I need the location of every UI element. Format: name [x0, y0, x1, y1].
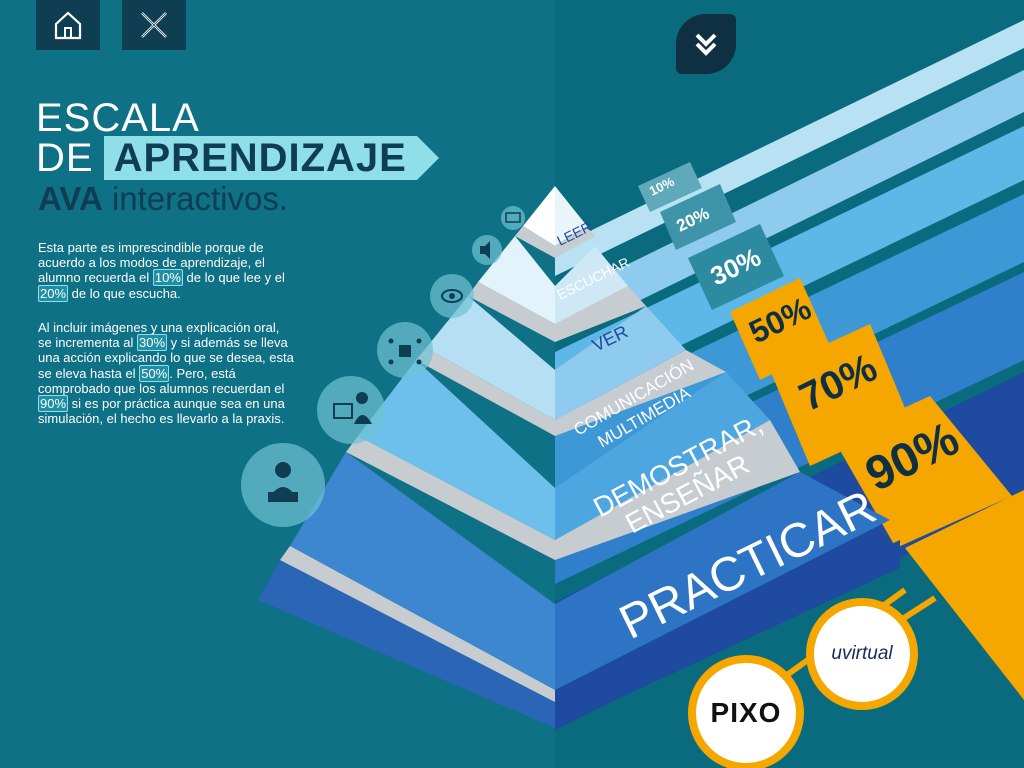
p2-highlight-50: 50%: [139, 364, 170, 382]
level-practicar-right: [555, 540, 900, 728]
book-icon: [505, 212, 521, 223]
tab-20: [660, 184, 736, 250]
p1-highlight-10: 10%: [152, 269, 183, 287]
level-escuchar-right: [555, 246, 628, 324]
double-chevron-down-icon: [695, 33, 717, 56]
pixo-logo[interactable]: PIXO: [688, 655, 804, 768]
tab-10: [638, 162, 702, 212]
network-icon: [399, 345, 411, 357]
title-line-3: AVA interactivos.: [38, 180, 288, 218]
p2-text-b: y si además se lleva una acción explican…: [38, 335, 294, 381]
network-node-1: [388, 338, 394, 344]
pyramid-right: [555, 186, 900, 728]
p1-text-c: de lo que escucha.: [68, 285, 181, 301]
home-button[interactable]: [36, 0, 100, 50]
title-ava: AVA: [38, 180, 103, 217]
p2-highlight-30: 30%: [137, 334, 168, 352]
p2-text-a: Al incluir imágenes y una explicación or…: [38, 320, 280, 351]
p1-text-b: de lo que lee y el: [182, 270, 285, 286]
presenter-body: [354, 415, 372, 424]
level-escuchar-left: [478, 236, 555, 324]
p2-highlight-90: 90%: [38, 395, 69, 413]
laptop: [268, 492, 298, 502]
p2-text-c: . Pero, está comprobado que los alumnos …: [38, 365, 285, 396]
level-multimedia-right: [555, 372, 770, 540]
title-line-2: DE APRENDIZAJE: [36, 135, 440, 180]
title-line-1: ESCALA: [36, 96, 200, 140]
level-practicar-left: [258, 560, 555, 728]
scroll-down-button[interactable]: [676, 14, 736, 74]
title-de: DE: [36, 135, 94, 180]
stripe-escuchar: [555, 70, 1024, 342]
network-node-3: [388, 359, 394, 365]
close-button[interactable]: [122, 0, 186, 50]
network-node-4: [416, 359, 422, 365]
tab-30: [688, 224, 784, 310]
paragraph-2: Al incluir imágenes y una explicación or…: [38, 320, 296, 426]
p2-text-d: si es por práctica aunque sea en una sim…: [38, 396, 285, 427]
presenter-head: [356, 392, 368, 404]
network-node-2: [416, 338, 422, 344]
person-laptop-icon: [275, 462, 291, 478]
pixo-logo-text: PIXO: [710, 697, 782, 728]
level-icon-glyphs: [268, 212, 521, 502]
eye-pupil: [449, 293, 455, 299]
level-demostrar-left: [290, 452, 555, 690]
orange-corner: [905, 490, 1024, 700]
pyramid-left: [258, 186, 555, 728]
home-icon: [54, 11, 82, 40]
uvirtual-logo-text: uvirtual: [831, 643, 893, 664]
level-multimedia-left: [358, 360, 555, 540]
uvirtual-logo[interactable]: uvirtual: [806, 598, 918, 710]
book-icon-bg: [501, 206, 525, 230]
speaker-icon: [480, 241, 490, 259]
title-interactivos: interactivos.: [111, 180, 289, 217]
p1-text-a: Esta parte es imprescindible porque de a…: [38, 240, 265, 286]
presenter-icon: [333, 403, 353, 419]
level-demostrar-right: [555, 472, 890, 690]
percent-tabs: [638, 162, 1012, 548]
close-icon: [141, 12, 167, 38]
person-laptop-icon-bg: [241, 443, 325, 527]
level-ver-left: [426, 296, 555, 420]
level-ver-right: [555, 306, 686, 420]
eye-icon: [441, 289, 463, 303]
paragraph-1: Esta parte es imprescindible porque de a…: [38, 240, 296, 302]
separators: [280, 226, 800, 702]
title-aprendizaje: APRENDIZAJE: [103, 136, 440, 180]
p1-highlight-20: 20%: [38, 284, 69, 302]
tab-90: [834, 396, 1012, 548]
